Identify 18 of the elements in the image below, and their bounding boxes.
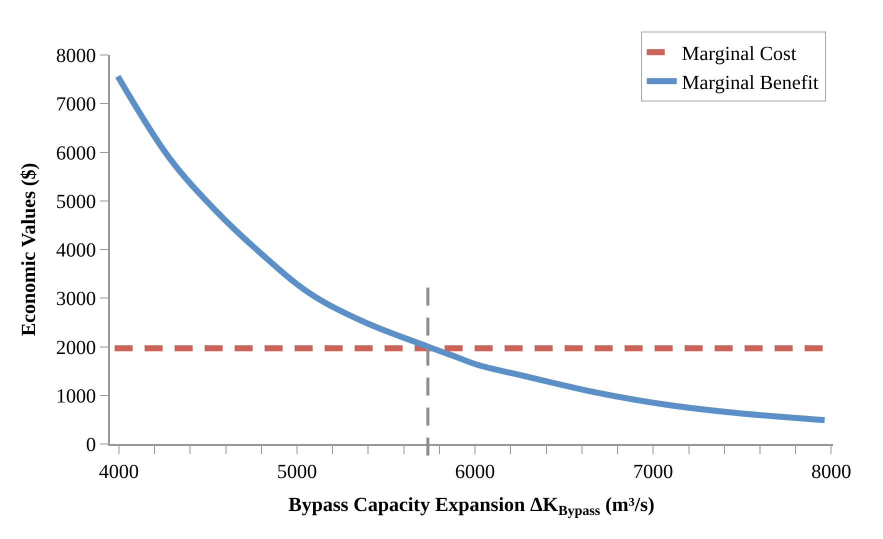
y-tick-label: 0	[86, 434, 96, 456]
y-tick-label: 8000	[56, 45, 96, 67]
y-tick-label: 4000	[56, 240, 96, 262]
y-tick-label: 2000	[56, 336, 96, 359]
x-axis-title: Bypass Capacity Expansion ΔK$_{Bypass}$ (m³/s)	[288, 494, 655, 520]
x-tick-label: 4000	[98, 461, 139, 483]
y-tick-label: 5000	[56, 190, 96, 213]
y-tick-label: 6000	[56, 142, 96, 164]
x-tick-label: 8000	[811, 461, 852, 483]
y-tick-label: 3000	[56, 288, 96, 310]
y-axis-title: Economic Values ($)	[18, 162, 40, 336]
y-tick-label: 7000	[56, 94, 96, 116]
x-tick-label: 5000	[276, 461, 317, 483]
x-tick-label: 6000	[455, 461, 496, 483]
x-tick-label: 7000	[633, 461, 674, 483]
y-tick-label: 1000	[56, 385, 96, 408]
legend-label: Marginal Benefit	[682, 72, 820, 94]
legend-label: Marginal Cost	[682, 42, 797, 65]
